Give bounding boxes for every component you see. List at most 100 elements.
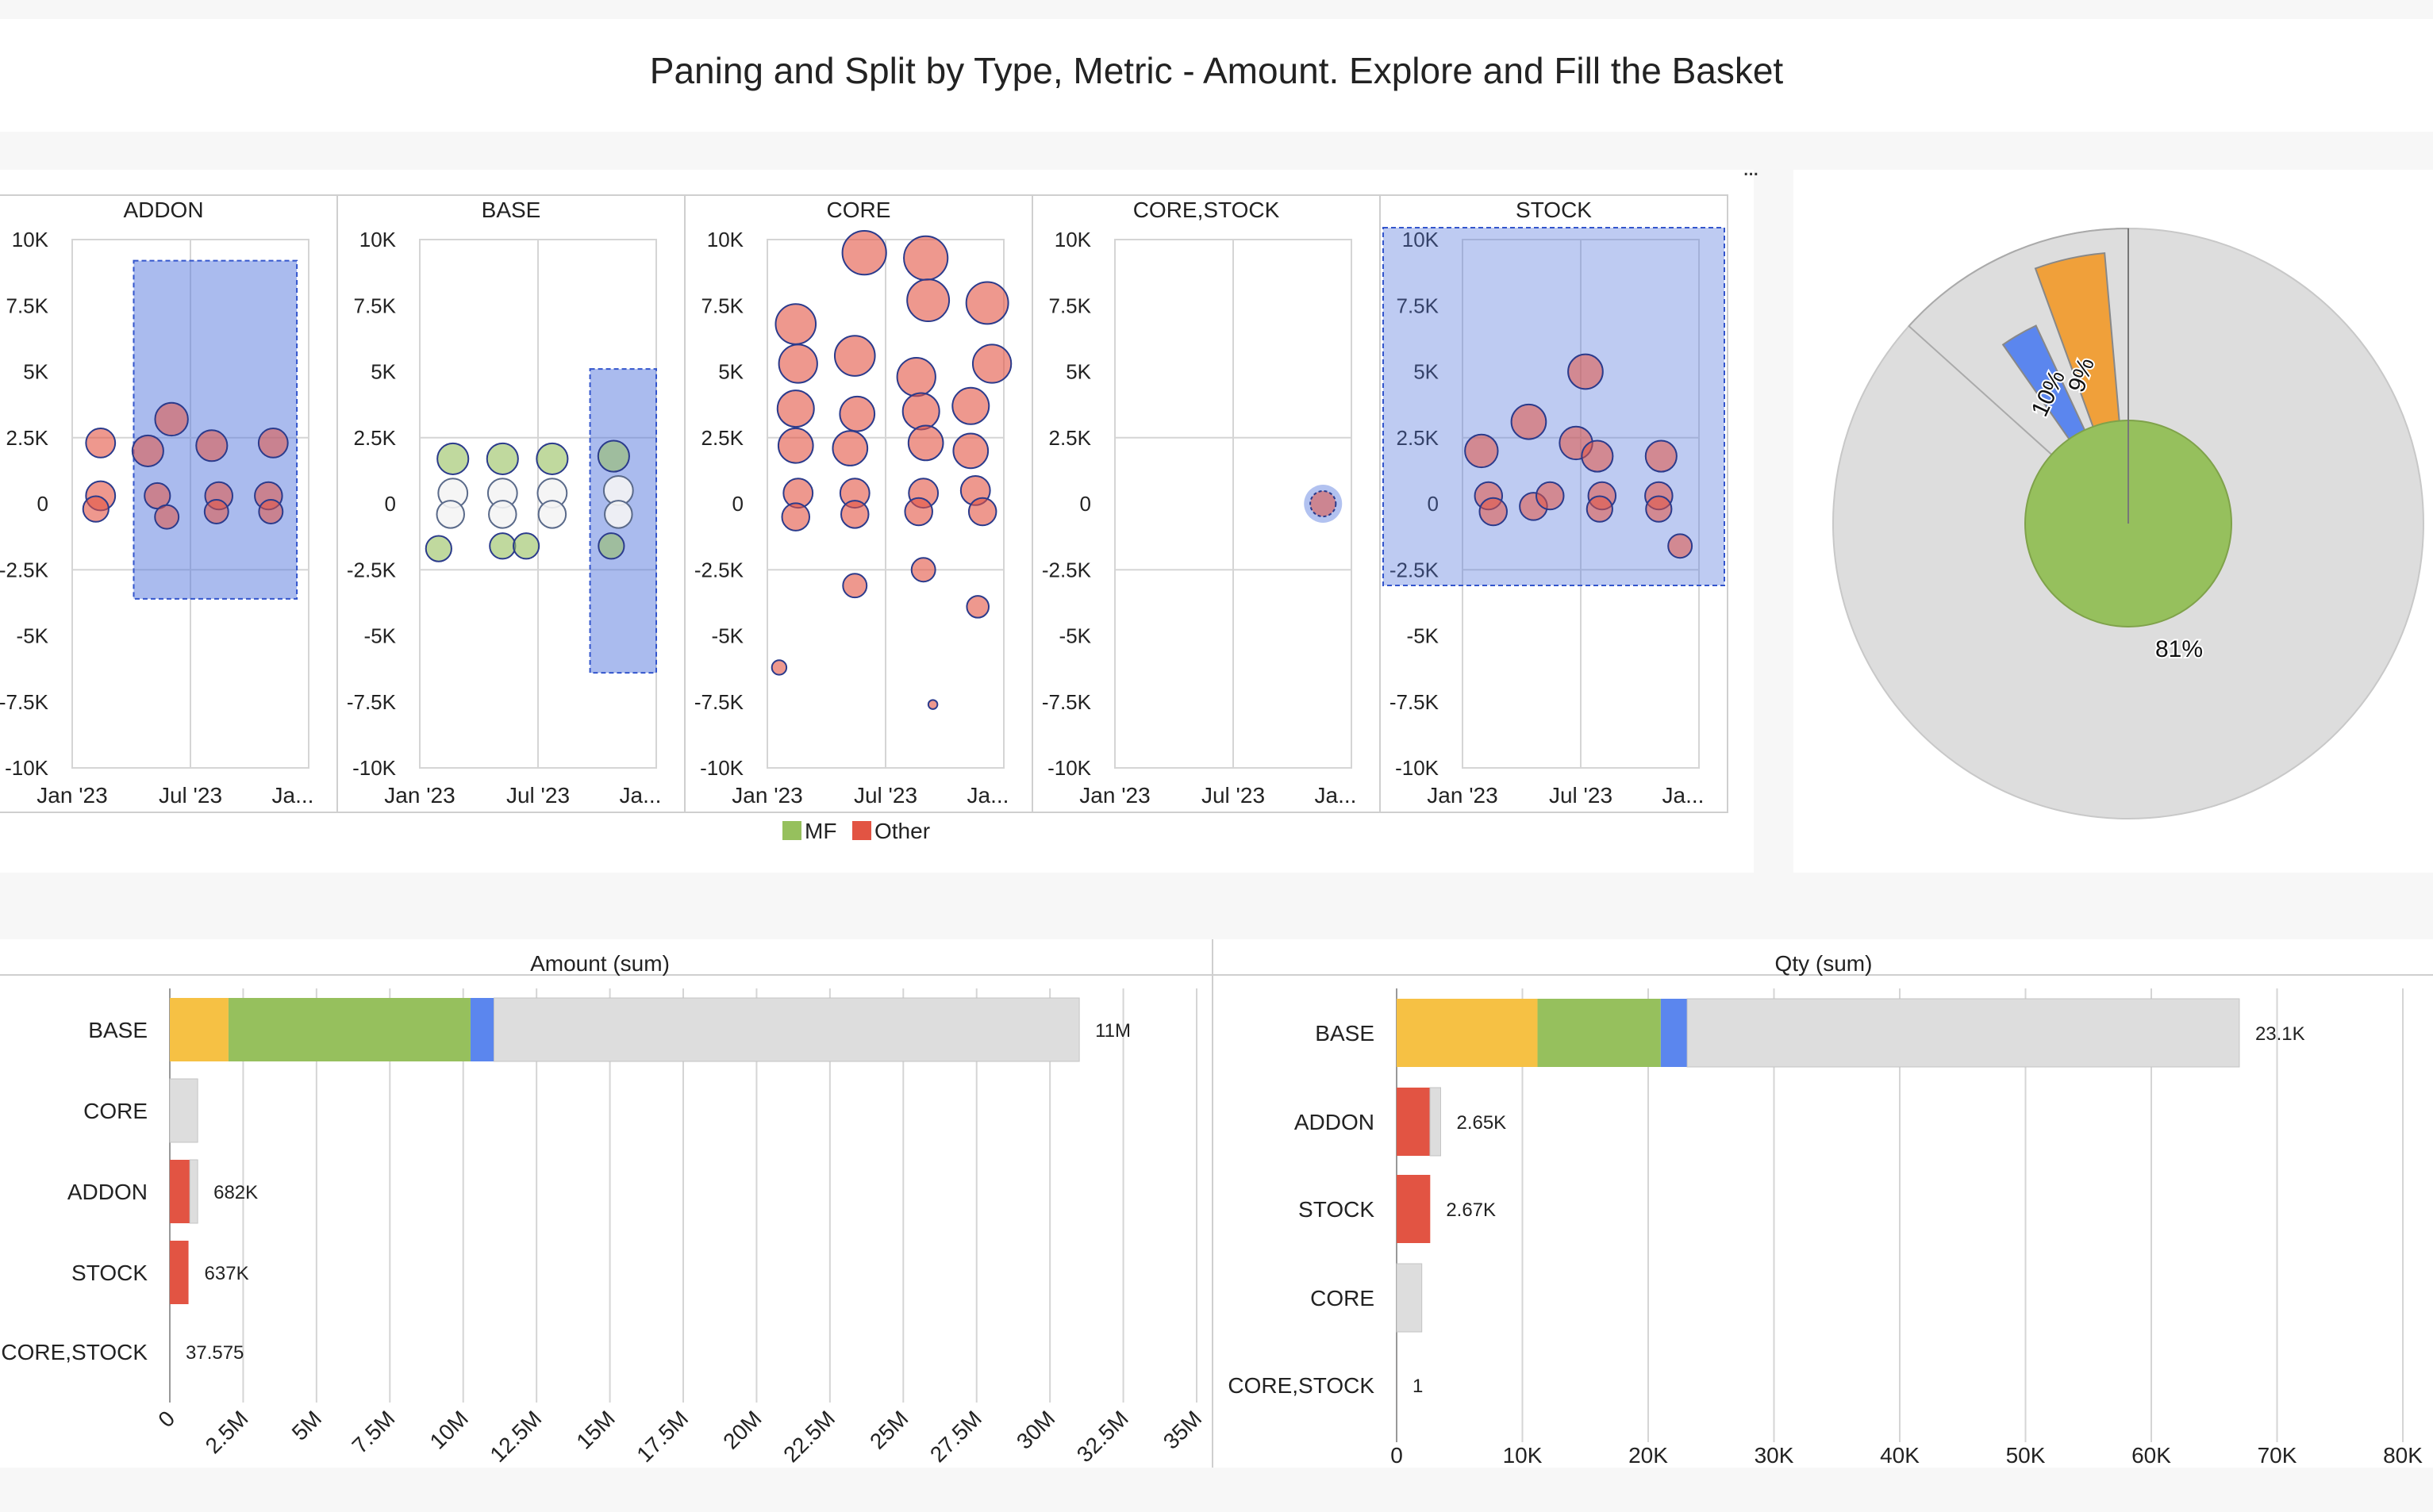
scatter-point[interactable] — [903, 235, 949, 281]
scatter-point[interactable] — [833, 335, 876, 377]
y-tick-label: -2.5K — [347, 558, 397, 581]
scatter-point[interactable] — [1645, 495, 1673, 523]
scatter-point[interactable] — [257, 428, 289, 459]
category-label: CORE,STOCK — [1228, 1373, 1374, 1398]
scatter-facet-core[interactable]: CORE 10K 7.5K 5K 2.5K 0 -2.5K -5K -7.5K -10K Jan '… — [684, 194, 1033, 813]
scatter-point[interactable] — [896, 357, 936, 397]
bar-segment[interactable] — [1396, 1263, 1423, 1333]
bar-segment[interactable] — [470, 998, 494, 1061]
scatter-point[interactable] — [842, 573, 868, 599]
scatter-point[interactable] — [513, 532, 540, 560]
bar-segment[interactable] — [228, 998, 471, 1061]
bar-segment[interactable] — [1397, 999, 1538, 1067]
scatter-facet-core-stock[interactable]: CORE,STOCK 10K 7.5K 5K 2.5K 0 -2.5K -5K -7.5K -10… — [1032, 194, 1381, 813]
bar-segment[interactable] — [494, 997, 1080, 1062]
scatter-point[interactable] — [1581, 439, 1614, 473]
scatter-point[interactable] — [774, 303, 817, 345]
more-options-button[interactable]: ... — [1743, 155, 1759, 181]
selected-facet-highlight[interactable] — [1382, 227, 1725, 586]
scatter-point[interactable] — [489, 532, 517, 560]
bar-segment[interactable] — [1397, 1175, 1431, 1243]
scatter-point[interactable] — [154, 504, 180, 530]
bar-segment[interactable] — [1537, 999, 1661, 1067]
y-tick-label: -5K — [712, 624, 744, 648]
scatter-point[interactable] — [910, 557, 936, 583]
scatter-point[interactable] — [967, 497, 997, 527]
scatter-point[interactable] — [1585, 495, 1613, 523]
scatter-point[interactable] — [971, 343, 1013, 384]
scatter-point[interactable] — [840, 500, 870, 529]
scatter-point[interactable] — [1510, 403, 1547, 440]
scatter-point[interactable] — [771, 659, 788, 676]
scatter-point[interactable] — [906, 278, 951, 323]
scatter-point[interactable] — [436, 442, 470, 475]
bar-segment[interactable] — [170, 1241, 189, 1304]
bar-segment[interactable] — [1686, 998, 2240, 1068]
scatter-point[interactable] — [82, 495, 110, 523]
bar-segment[interactable] — [169, 1078, 198, 1143]
scatter-point[interactable] — [777, 427, 814, 464]
scatter-point[interactable] — [901, 392, 940, 431]
x-tick-label: 40K — [1880, 1443, 1920, 1468]
scatter-point[interactable] — [195, 429, 229, 462]
scatter-point[interactable] — [839, 395, 876, 432]
pie-chart[interactable]: 10%9%81% — [1793, 170, 2433, 873]
scatter-point[interactable] — [598, 532, 625, 560]
legend-swatch-other — [852, 821, 871, 840]
scatter-facet-stock[interactable]: STOCK 10K 7.5K 5K 2.5K 0 -2.5K -5K -7.5K -10K Jan … — [1379, 194, 1728, 813]
scatter-point[interactable] — [1567, 353, 1604, 390]
scatter-facet-base[interactable]: BASE 10K 7.5K 5K 2.5K 0 -2.5K -5K -7.5K -10K Jan '… — [336, 194, 686, 813]
scatter-point[interactable] — [1464, 433, 1499, 469]
bar-segment[interactable] — [1429, 1087, 1441, 1157]
scatter-point[interactable] — [131, 434, 164, 467]
scatter-point[interactable] — [1667, 533, 1693, 559]
x-tick-label: 10K — [1503, 1443, 1543, 1468]
scatter-point[interactable] — [154, 401, 189, 437]
bar-segment[interactable] — [189, 1159, 198, 1224]
y-tick-label: 2.5K — [6, 426, 49, 450]
scatter-point[interactable] — [776, 390, 815, 428]
scatter-point[interactable] — [537, 500, 567, 529]
scatter-point[interactable] — [907, 424, 944, 462]
y-tick-label: -7.5K — [694, 690, 744, 714]
scatter-point[interactable] — [832, 430, 869, 466]
scatter-point[interactable] — [258, 499, 284, 524]
scatter-point[interactable] — [1644, 439, 1678, 473]
scatter-point[interactable] — [778, 343, 818, 384]
scatter-point[interactable] — [604, 500, 633, 529]
scatter-point[interactable] — [927, 699, 939, 710]
scatter-point[interactable] — [1478, 497, 1508, 527]
scatter-point[interactable] — [781, 502, 811, 532]
bar-segment[interactable] — [1660, 999, 1688, 1067]
bar-charts[interactable]: Amount (sum) 0 2.5M 5M 7.5M 10M 12.5M 15M 17.5M 2… — [0, 939, 2433, 1468]
bar-chart-amount[interactable]: Amount (sum) 0 2.5M 5M 7.5M 10M 12.5M 15M 17.5M 2… — [1, 951, 1206, 1467]
scatter-point[interactable] — [952, 432, 990, 470]
scatter-facet-addon[interactable]: ADDON 10K 7.5K 5K 2.5K 0 -2.5K -5K -7.5K -10K Jan … — [0, 194, 338, 813]
x-tick-label: Jan '23 — [37, 783, 107, 808]
scatter-chart[interactable]: ADDON 10K 7.5K 5K 2.5K 0 -2.5K -5K -7.5K -10K Jan … — [0, 170, 1754, 873]
y-tick-label: -7.5K — [0, 690, 49, 714]
scatter-point[interactable] — [486, 442, 519, 475]
scatter-point[interactable] — [597, 439, 630, 473]
bar-value-label: 1 — [1413, 1376, 1423, 1397]
y-tick-label: -7.5K — [1389, 690, 1439, 714]
bar-segment[interactable] — [170, 998, 229, 1061]
scatter-point[interactable] — [1309, 489, 1337, 518]
scatter-point[interactable] — [488, 500, 517, 529]
scatter-point[interactable] — [1536, 481, 1565, 511]
bar-segment[interactable] — [170, 1160, 190, 1223]
category-label: CORE — [1310, 1286, 1374, 1311]
y-tick-label: 7.5K — [6, 294, 49, 317]
scatter-point[interactable] — [85, 428, 117, 459]
scatter-point[interactable] — [536, 442, 569, 475]
scatter-point[interactable] — [436, 500, 465, 529]
scatter-point[interactable] — [203, 499, 229, 524]
scatter-point[interactable] — [966, 595, 990, 619]
bar-chart-qty[interactable]: Qty (sum) 0 10K 20K 30K 40K 50K 60K 70K 80K BASE 23… — [1228, 951, 2423, 1468]
scatter-point[interactable] — [425, 535, 452, 562]
scatter-point[interactable] — [965, 281, 1009, 325]
scatter-point[interactable] — [904, 497, 933, 527]
bar-segment[interactable] — [1397, 1088, 1431, 1156]
scatter-point[interactable] — [951, 386, 990, 425]
scatter-point[interactable] — [841, 230, 887, 276]
